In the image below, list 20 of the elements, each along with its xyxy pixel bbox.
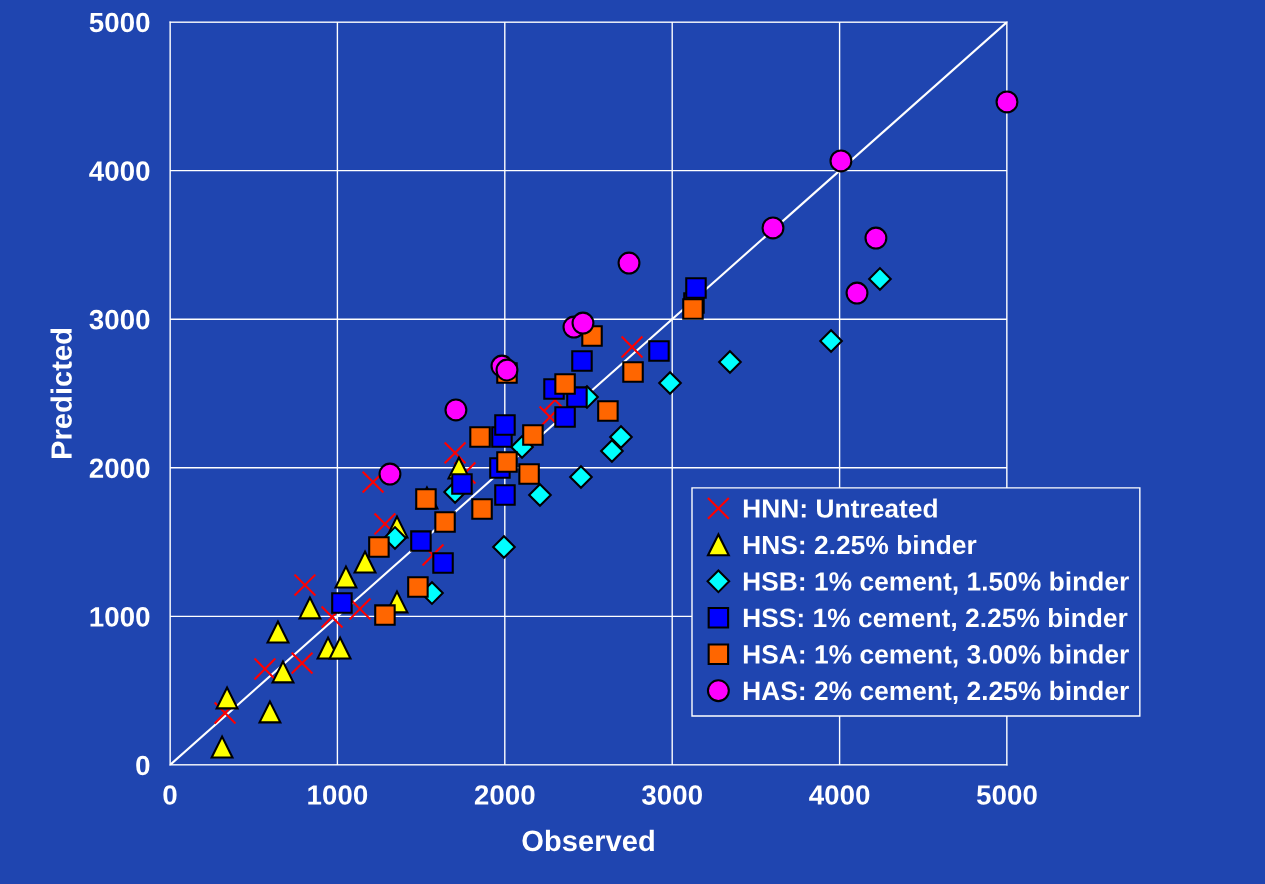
y-tick-label: 4000	[89, 161, 150, 181]
y-axis-title: Predicted	[50, 328, 72, 458]
x-tick-label: 4000	[809, 785, 870, 805]
x-tick-label: 0	[163, 785, 177, 805]
y-tick-label: 5000	[89, 12, 150, 33]
y-tick-label: 3000	[89, 309, 150, 330]
y-tick-label: 2000	[89, 458, 150, 479]
x-tick-label: 1000	[308, 785, 368, 805]
x-tick-label: 2000	[474, 785, 535, 805]
x-axis-title: Observed	[522, 829, 654, 852]
legend-label: HSB: 1% cement, 1.50% binder	[743, 571, 1129, 595]
y-tick-label: 0	[136, 755, 150, 776]
y-tick-label: 1000	[90, 607, 150, 627]
legend-label: HSS: 1% cement, 2.25% binder	[743, 607, 1128, 632]
x-tick-label: 5000	[976, 785, 1037, 805]
x-tick-label: 3000	[641, 785, 702, 805]
legend-label: HSA: 1% cement, 3.00% binder	[743, 644, 1129, 668]
legend-label: HNN: Untreated	[743, 498, 937, 518]
legend-label: HNS: 2.25% binder	[743, 534, 977, 555]
legend-label: HAS: 2% cement, 2.25% binder	[743, 680, 1129, 705]
